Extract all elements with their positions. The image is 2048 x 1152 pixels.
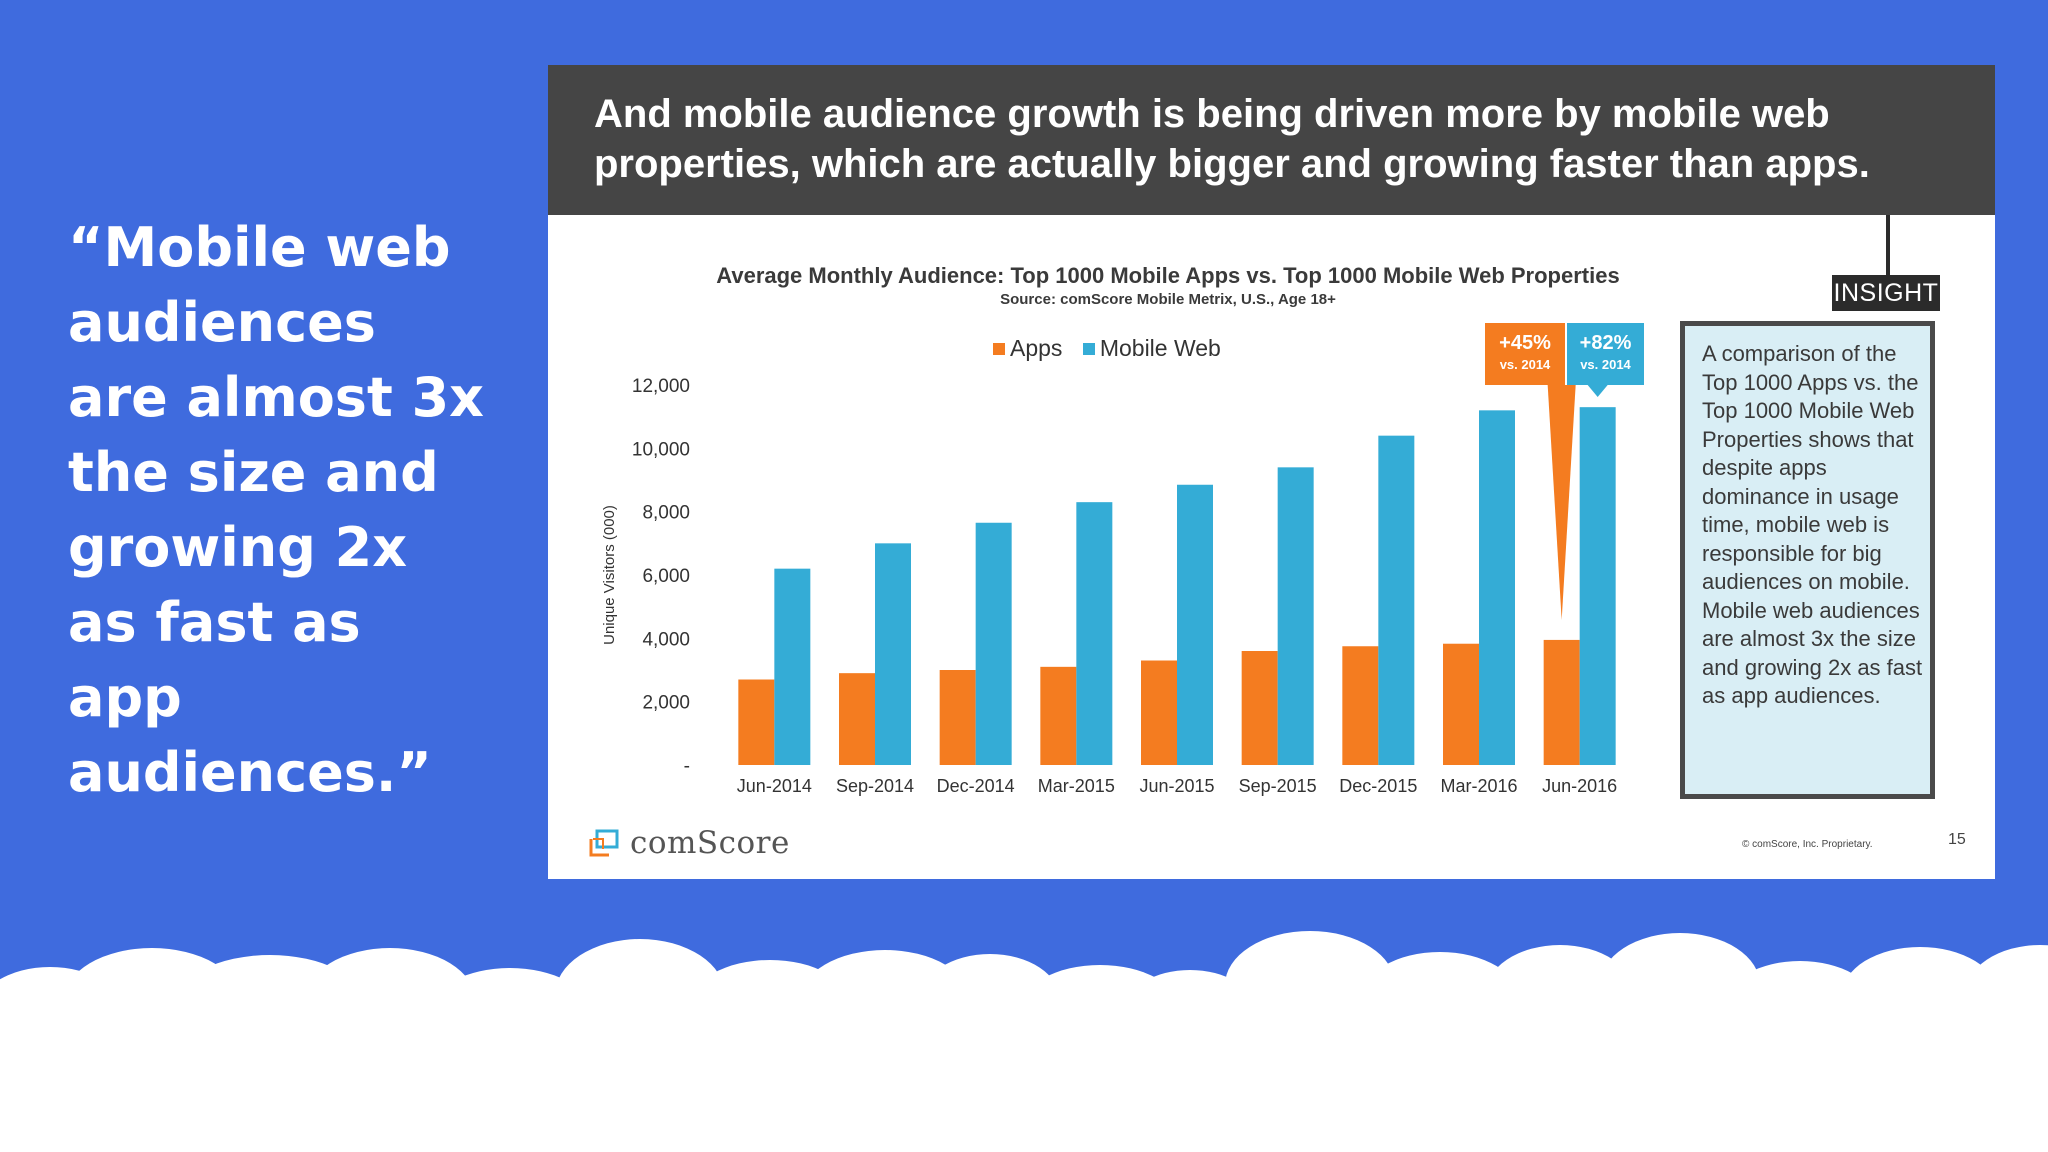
legend-item-mobile-web: Mobile Web [1082, 335, 1221, 361]
y-tick-label: 8,000 [642, 503, 690, 524]
x-tick-label: Jun-2015 [1139, 776, 1214, 796]
web-growth-badge: +82% vs. 2014 [1567, 323, 1644, 385]
bar-apps [1443, 643, 1479, 765]
insight-connector [1886, 215, 1890, 275]
bar-apps [839, 673, 875, 765]
bar-mobile-web [774, 568, 811, 765]
x-tick-label: Sep-2014 [836, 776, 914, 796]
x-tick-label: Sep-2015 [1239, 776, 1317, 796]
slide-header: And mobile audience growth is being driv… [548, 65, 1995, 215]
web-growth-value: +82% [1579, 332, 1632, 354]
y-axis-label: Unique Visitors (000) [601, 505, 618, 645]
apps-growth-value: +45% [1499, 332, 1551, 354]
slide-panel: And mobile audience growth is being driv… [548, 65, 1995, 879]
bar-mobile-web [1277, 467, 1314, 765]
y-tick-label: - [684, 756, 690, 777]
bar-mobile-web [1579, 407, 1616, 765]
legend-label-mobile-web: Mobile Web [1099, 335, 1221, 361]
apps-growth-badge: +45% vs. 2014 [1485, 323, 1565, 385]
x-tick-label: Jun-2016 [1542, 776, 1617, 796]
pull-quote: “Mobile web audiences are almost 3x the … [68, 216, 484, 804]
x-tick-label: Mar-2016 [1440, 776, 1517, 796]
chart-subtitle: Source: comScore Mobile Metrix, U.S., Ag… [1000, 291, 1336, 308]
bar-mobile-web [1479, 410, 1515, 765]
comscore-logo-icon [589, 829, 619, 857]
bar-mobile-web [1378, 435, 1415, 765]
web-growth-pointer [1587, 385, 1608, 397]
y-tick-label: 6,000 [642, 566, 690, 587]
page-number: 15 [1948, 831, 1966, 848]
bar-apps [1342, 646, 1379, 765]
slide-title: And mobile audience growth is being driv… [594, 92, 1870, 186]
bar-apps [1141, 660, 1177, 765]
brand-name: comScore [630, 825, 790, 861]
legend-item-apps: Apps [993, 335, 1062, 361]
copyright: © comScore, Inc. Proprietary. [1742, 839, 1873, 850]
insight-box: A comparison of the Top 1000 Apps vs. th… [1680, 321, 1935, 799]
web-growth-note: vs. 2014 [1580, 357, 1631, 372]
bar-apps [939, 670, 976, 765]
insight-label: INSIGHT [1832, 275, 1940, 311]
y-tick-label: 2,000 [642, 693, 690, 714]
y-tick-label: 10,000 [632, 439, 690, 460]
bar-mobile-web [1076, 502, 1113, 765]
bar-mobile-web [1177, 484, 1213, 765]
chart-title: Average Monthly Audience: Top 1000 Mobil… [716, 263, 1620, 288]
x-tick-label: Mar-2015 [1038, 776, 1115, 796]
bar-apps [1040, 666, 1077, 765]
chart-legend: Apps Mobile Web [993, 335, 1235, 362]
bar-apps [1543, 639, 1580, 765]
bar-mobile-web [875, 543, 911, 765]
y-tick-label: 12,000 [632, 376, 690, 397]
comscore-logo: comScore [588, 823, 790, 863]
x-tick-label: Dec-2015 [1339, 776, 1417, 796]
apps-growth-note: vs. 2014 [1499, 357, 1551, 372]
x-tick-label: Jun-2014 [737, 776, 812, 796]
legend-swatch-mobile-web [1082, 343, 1095, 355]
bar-apps [1241, 651, 1278, 765]
legend-swatch-apps [993, 343, 1005, 355]
x-tick-label: Dec-2014 [937, 776, 1015, 796]
legend-label-apps: Apps [1010, 335, 1063, 361]
bar-mobile-web [975, 522, 1012, 765]
bar-apps [738, 679, 775, 765]
bar-chart: - 2,000 4,000 6,000 8,000 10,000 12,000 Unique … [601, 376, 1617, 796]
y-tick-label: 4,000 [642, 629, 690, 650]
apps-growth-pointer [1547, 385, 1576, 620]
